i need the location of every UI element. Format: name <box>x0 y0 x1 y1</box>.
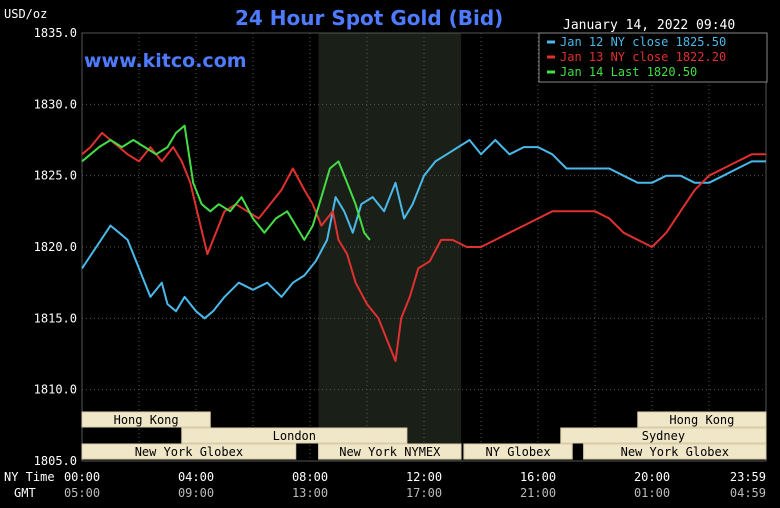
series-line-1 <box>81 139 766 320</box>
x-tick-label-ny: 20:00 <box>634 470 670 484</box>
series-line-2 <box>81 131 766 363</box>
x-tick-label-gmt: 09:00 <box>178 486 214 500</box>
y-tick-label: 1835.0 <box>34 26 77 40</box>
x-tick-label-gmt: 04:59 <box>730 486 766 500</box>
units-label: USD/oz <box>4 7 47 21</box>
x-tick-label-gmt: 17:00 <box>406 486 442 500</box>
session-bar <box>583 443 767 460</box>
x-tick-label-ny: 23:59 <box>730 470 766 484</box>
x-tick-label-ny: 04:00 <box>178 470 214 484</box>
series-line-3 <box>81 124 371 241</box>
legend-entry: Jan 12 NY close 1825.50 <box>560 35 726 49</box>
y-axis-tick-labels: 1805.0 1810.0 1815.0 1820.0 1825.0 1830.0 1835… <box>34 26 77 468</box>
session-bar-label: Sydney <box>642 429 685 443</box>
y-tick-label: 1820.0 <box>34 240 77 254</box>
x-tick-label-gmt: 21:00 <box>520 486 556 500</box>
session-bar <box>181 427 408 444</box>
nymex-shade-region <box>318 33 462 461</box>
legend-entry: Jan 13 NY close 1822.20 <box>560 50 726 64</box>
chart-title: 24 Hour Spot Gold (Bid) <box>235 6 503 30</box>
ny-time-row-label: NY Time <box>4 470 55 484</box>
session-bar <box>81 443 297 460</box>
trading-session-bars: Hong Kong Hong Kong London Sydney New York G… <box>81 411 767 460</box>
y-tick-label: 1805.0 <box>34 454 77 468</box>
y-tick-label: 1810.0 <box>34 383 77 397</box>
session-bar-label: Hong Kong <box>114 413 179 427</box>
x-tick-label-gmt: 05:00 <box>64 486 100 500</box>
legend-entry: Jan 14 Last 1820.50 <box>560 65 697 79</box>
x-tick-label-ny: 16:00 <box>520 470 556 484</box>
y-tick-label: 1830.0 <box>34 97 77 111</box>
session-bar-label: New York Globex <box>621 445 729 459</box>
session-bar-label: New York Globex <box>135 445 243 459</box>
legend-box <box>538 32 768 83</box>
session-bar <box>560 427 767 444</box>
session-bar-label: New York NYMEX <box>339 445 441 459</box>
y-tick-label: 1815.0 <box>34 311 77 325</box>
timestamp-label: January 14, 2022 09:40 <box>563 18 735 33</box>
chart-grid <box>81 32 767 462</box>
x-axis-tick-labels: 00:00 04:00 08:00 12:00 16:00 20:00 23:59 05:00… <box>64 470 766 500</box>
y-tick-label: 1825.0 <box>34 169 77 183</box>
session-bar <box>637 411 767 428</box>
session-bar-label: Hong Kong <box>669 413 734 427</box>
x-tick-label-ny: 08:00 <box>292 470 328 484</box>
session-bar <box>318 443 462 460</box>
gmt-row-label: GMT <box>14 486 36 500</box>
x-tick-label-ny: 00:00 <box>64 470 100 484</box>
session-bar-label: London <box>273 429 316 443</box>
price-series-lines <box>81 124 766 363</box>
session-bar <box>463 443 573 460</box>
x-tick-label-gmt: 13:00 <box>292 486 328 500</box>
watermark-link[interactable]: www.kitco.com <box>84 50 247 72</box>
nymex-shade-rect <box>318 33 462 461</box>
session-bar <box>81 411 211 428</box>
session-bar-label: NY Globex <box>486 445 551 459</box>
x-tick-label-ny: 12:00 <box>406 470 442 484</box>
x-tick-label-gmt: 01:00 <box>634 486 670 500</box>
